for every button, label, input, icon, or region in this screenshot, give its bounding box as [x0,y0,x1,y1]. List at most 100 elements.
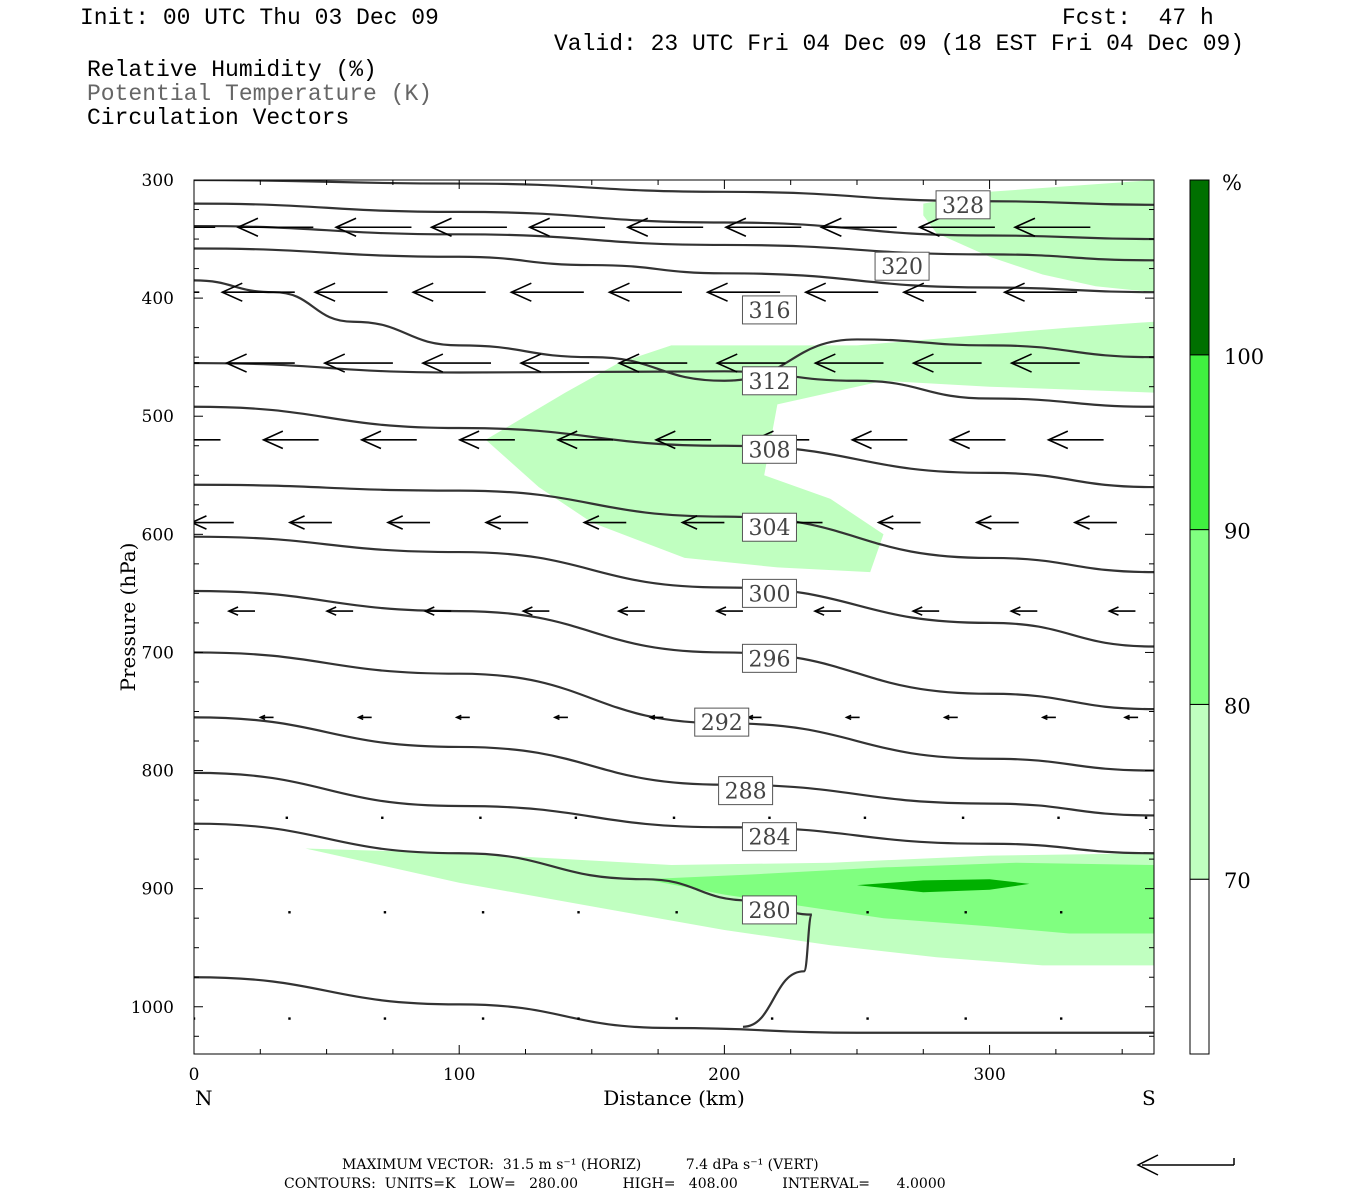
theta-labels: 328 320 316 312 308 304 300 296 292 288 284 280 [694,190,991,925]
theta-contour-292 [194,651,1154,772]
wind-vector [574,816,578,819]
wind-vector [715,353,786,373]
wind-vector [844,714,860,721]
theta-label: 328 [942,194,984,219]
wind-vector [901,282,977,302]
theta-label: 288 [725,780,767,805]
theta-contour-308 [194,405,1154,489]
wind-vector [479,816,482,819]
theta-label-box [741,434,797,464]
theta-label-box [741,295,797,325]
wind-vector [519,353,590,373]
wind-vector [675,1017,678,1020]
x-tick-label: 300 [973,1065,1005,1085]
wind-vector [288,911,291,914]
y-tick-label: 300 [142,171,174,191]
x-tick-label: 200 [708,1065,740,1085]
contour-info: CONTOURS: UNITS=K LOW= 280.00 HIGH= 408.… [284,1176,946,1192]
wind-vector [359,430,417,450]
rh-region-90 [857,879,1030,893]
theta-label-box [741,643,797,673]
y-tick-label: 400 [142,289,174,309]
theta-label-box [718,776,774,806]
theta-contour-284 [194,771,1154,855]
y-tick-label: 1000 [131,998,174,1018]
wind-vector [850,430,908,450]
theta-label: 300 [748,582,790,607]
wind-vector [961,816,965,819]
wind-vector [863,816,867,819]
colorbar-segment [1189,354,1210,531]
wind-vector [616,606,645,616]
init-time: Init: 00 UTC Thu 03 Dec 09 [80,5,439,31]
wind-vector [194,515,234,530]
y-tick-label: 600 [142,525,174,545]
colorbar-segment [1189,878,1210,1055]
wind-vector [521,606,550,616]
wind-vector [625,217,704,237]
wind-vector [454,714,470,721]
wind-vector [226,606,255,616]
wind-vector [1009,606,1038,616]
theta-label: 316 [748,299,790,324]
theta-label: 304 [748,516,790,541]
wind-vector [383,911,387,914]
theta-label: 308 [748,438,790,463]
wind-vector [964,1017,967,1020]
wind-vector [582,515,627,530]
theta-label-box [741,578,797,608]
wind-vector [527,217,606,237]
wind-vector [866,1017,869,1020]
wind-vector [261,430,319,450]
wind-vector [813,606,842,616]
theta-contour-288 [194,716,1154,817]
wind-vector [770,1017,774,1020]
theta-contour-296 [194,589,1154,711]
theta-label-box [935,190,991,220]
wind-vector [723,217,802,237]
wind-vector [555,430,614,450]
theta-label: 292 [701,711,743,736]
wind-vector [322,353,393,373]
wind-vector [705,282,781,302]
wind-vector [768,816,771,819]
y-tick-label: 900 [142,880,174,900]
x-axis-title: Distance (km) [603,1086,745,1110]
theta-contour-316 [194,279,1154,382]
wind-vector [577,1017,580,1020]
theta-contour-320 [194,247,1154,294]
forecast-hour: Fcst: 47 h [1062,5,1214,31]
wind-vector [194,1017,196,1020]
wind-vector [1040,714,1056,721]
wind-vector [235,217,314,237]
field-rh: Relative Humidity (%) [87,57,377,83]
wind-vector [746,714,762,721]
y-axis-title: Pressure (hPa) [116,543,140,692]
wind-vector [356,714,372,721]
wind-vector [481,911,485,914]
wind-vector [917,217,995,237]
theta-label: 284 [748,826,790,851]
wind-vector [1107,606,1136,616]
colorbar-label: 70 [1224,869,1251,893]
wind-vector [325,606,354,616]
theta-label-box [741,895,797,925]
wind-vector [714,606,743,616]
x-tick-label: 100 [443,1065,475,1085]
wind-vector [1123,714,1139,721]
wind-vector [386,515,431,530]
plot-frame [193,179,1155,1055]
wind-vector [334,217,412,237]
wind-vector [1059,911,1063,914]
colorbar-segment [1189,529,1210,705]
wind-vector [648,714,664,721]
theta-contour-line14 [194,976,1154,1034]
rh-shading [305,180,1154,966]
wind-vector [429,217,507,237]
colorbar-label: 100 [1224,345,1264,369]
wind-vector [383,1017,387,1020]
axes: 300 400 500 600 700 800 900 1000 0 100 200 300 [131,171,1154,1085]
wind-vector [942,714,958,721]
theta-label-box [694,707,750,737]
colorbar-label: 80 [1224,694,1251,718]
